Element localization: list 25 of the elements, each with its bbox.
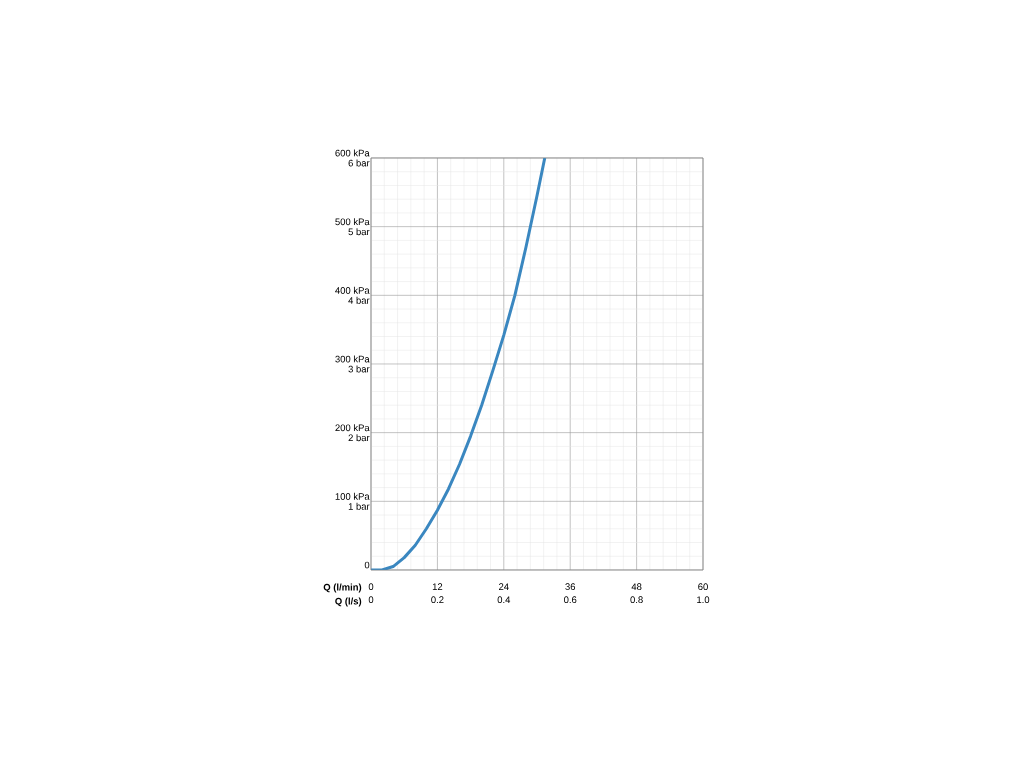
x2-tick-label: 0.6 [564,596,577,604]
y-tick-label: 500 kPa [335,218,370,226]
x-tick-label: 24 [499,583,509,590]
x2-axis-title: Q (l/s) [335,597,362,607]
x-axis-title: Q (l/min) [323,583,362,593]
x-tick-label: 48 [631,583,642,591]
x-tick-label: 36 [565,583,576,591]
y-tick-label: 300 kPa [335,355,370,363]
x-tick-label: 12 [432,583,443,590]
y-tick-label: 400 kPa [335,286,370,294]
y-tick-label: 0 [364,561,370,569]
x2-tick-label: 1.0 [697,596,710,604]
y-tick-label: 600 kPa [335,149,370,157]
y2-tick-label: 4 bar [348,296,370,304]
y-tick-label: 200 kPa [335,424,370,432]
y2-tick-label: 5 bar [348,228,370,236]
x-tick-label: 60 [698,583,708,591]
x2-tick-label: 0.2 [431,596,444,604]
y-tick-label: 100 kPa [335,492,370,500]
x2-tick-label: 0.8 [630,596,643,604]
y2-tick-label: 1 bar [348,502,370,510]
y2-tick-label: 3 bar [348,365,370,373]
x2-tick-label: 0.4 [497,596,511,604]
y2-tick-label: 2 bar [348,434,370,442]
y2-tick-label: 6 bar [348,159,370,167]
